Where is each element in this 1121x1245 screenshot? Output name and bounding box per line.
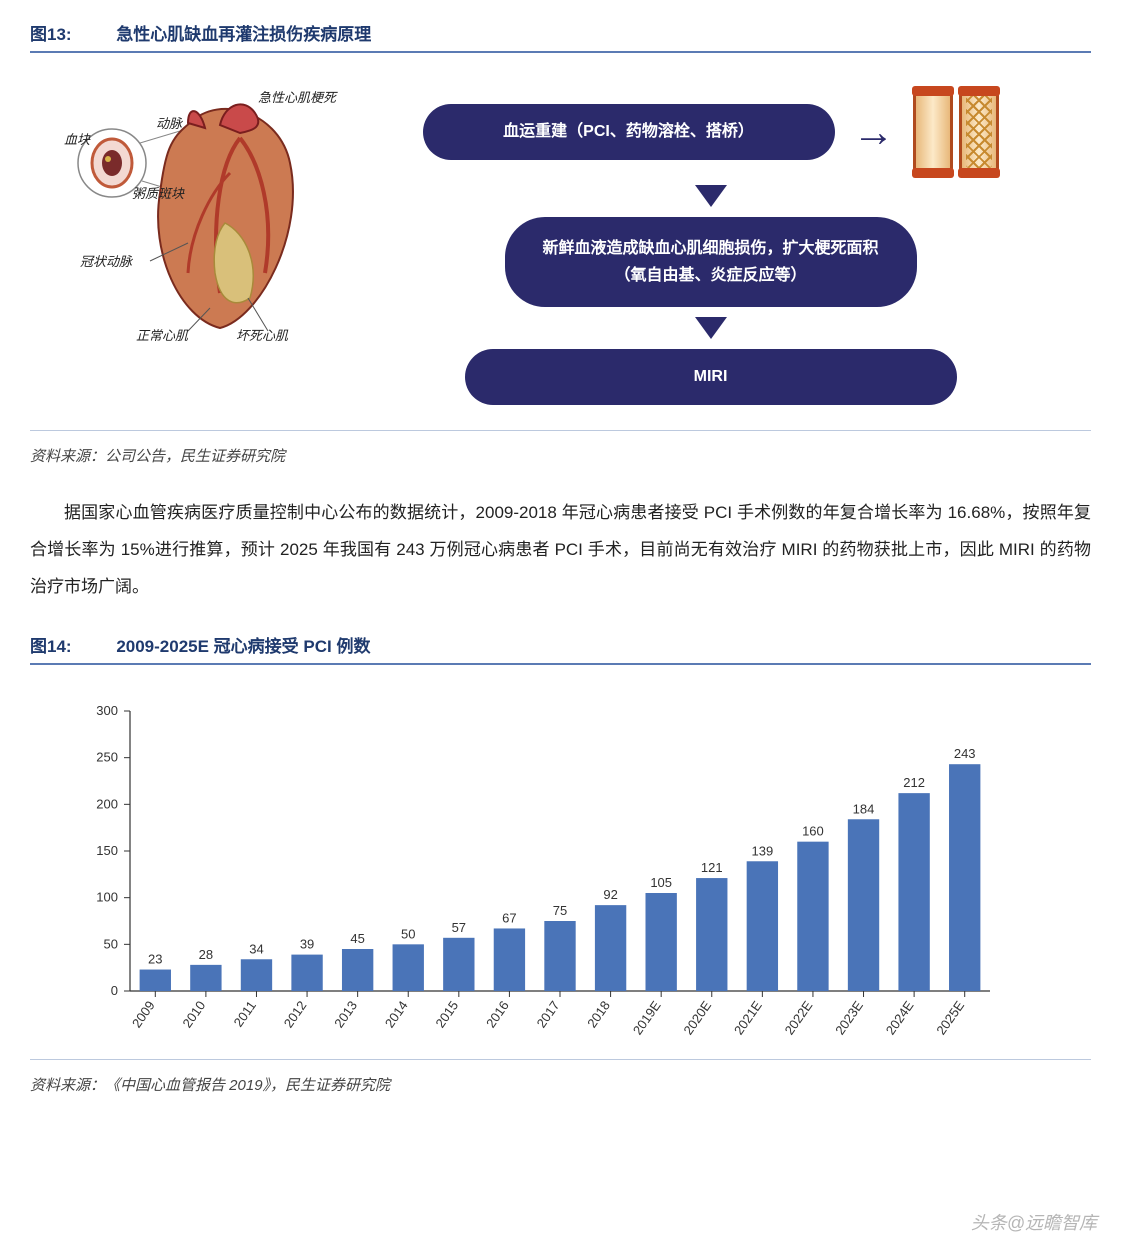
svg-text:2011: 2011 (231, 998, 259, 1030)
heart-label-coronary: 冠状动脉 (80, 251, 132, 270)
svg-text:2022E: 2022E (782, 998, 816, 1038)
figure14-label: 图14: (30, 637, 72, 656)
watermark: 头条@远瞻智库 (971, 1209, 1097, 1235)
figure13-title: 图13: 急性心肌缺血再灌注损伤疾病原理 (30, 20, 1091, 53)
figure14-source: 资料来源：《中国心血管报告 2019》，民生证券研究院 (30, 1074, 1091, 1095)
svg-text:57: 57 (452, 920, 466, 935)
flow-row-1: 血运重建（PCI、药物溶栓、搭桥） → (423, 89, 999, 175)
svg-text:2017: 2017 (534, 998, 563, 1030)
svg-text:67: 67 (502, 910, 516, 925)
arrow-down-icon (695, 185, 727, 207)
arrow-right-icon: → (853, 111, 895, 153)
svg-text:2023E: 2023E (832, 998, 866, 1038)
svg-text:2019E: 2019E (630, 998, 664, 1038)
figure13-label: 图13: (30, 25, 72, 44)
svg-text:139: 139 (752, 843, 774, 858)
svg-text:2010: 2010 (179, 998, 208, 1030)
svg-text:2009: 2009 (129, 998, 158, 1030)
svg-text:2018: 2018 (584, 998, 613, 1030)
svg-text:28: 28 (199, 947, 213, 962)
heart-label-artery: 动脉 (156, 113, 182, 132)
figure14-title: 图14: 2009-2025E 冠心病接受 PCI 例数 (30, 632, 1091, 665)
figure13-source: 资料来源：公司公告，民生证券研究院 (30, 445, 1091, 466)
svg-text:0: 0 (111, 983, 118, 998)
svg-text:2013: 2013 (331, 998, 360, 1030)
svg-text:2016: 2016 (483, 998, 512, 1030)
svg-text:45: 45 (350, 931, 364, 946)
vessel-illustration (913, 89, 999, 175)
flow-box-3: MIRI (465, 349, 957, 404)
svg-text:121: 121 (701, 860, 723, 875)
figure14-title-text: 2009-2025E 冠心病接受 PCI 例数 (116, 637, 370, 656)
flow-box-2-line1: 新鲜血液造成缺血心肌细胞损伤，扩大梗死面积 (541, 235, 881, 262)
svg-text:212: 212 (903, 775, 925, 790)
svg-text:250: 250 (96, 749, 118, 764)
flow-box-2: 新鲜血液造成缺血心肌细胞损伤，扩大梗死面积 （氧自由基、炎症反应等） (505, 217, 917, 307)
heart-svg (70, 83, 330, 343)
pci-bar-chart: 0 50 100 150 200 250 300 23 2009 28 2010 34 2011 39 20… (70, 699, 990, 1039)
svg-text:2021E: 2021E (731, 998, 765, 1038)
svg-text:2012: 2012 (281, 998, 310, 1030)
svg-text:100: 100 (96, 889, 118, 904)
svg-text:2015: 2015 (432, 998, 461, 1030)
heart-label-top: 急性心肌梗死 (258, 87, 336, 106)
svg-text:2020E: 2020E (680, 998, 714, 1038)
svg-text:200: 200 (96, 796, 118, 811)
svg-text:2024E: 2024E (883, 998, 917, 1038)
svg-text:184: 184 (853, 801, 875, 816)
heart-diagram: 急性心肌梗死 血块 动脉 粥质斑块 冠状动脉 正常心肌 坏死心肌 (70, 83, 330, 343)
heart-label-clot: 血块 (64, 129, 90, 148)
svg-text:300: 300 (96, 703, 118, 718)
svg-text:39: 39 (300, 936, 314, 951)
svg-text:50: 50 (401, 926, 415, 941)
figure13-title-text: 急性心肌缺血再灌注损伤疾病原理 (116, 25, 371, 44)
svg-text:243: 243 (954, 746, 976, 761)
heart-label-plaque: 粥质斑块 (132, 183, 184, 202)
figure13-body: 急性心肌梗死 血块 动脉 粥质斑块 冠状动脉 正常心肌 坏死心肌 血运重建（PC… (30, 73, 1091, 431)
heart-label-dead: 坏死心肌 (236, 325, 288, 344)
svg-text:150: 150 (96, 843, 118, 858)
svg-text:160: 160 (802, 823, 824, 838)
chart-svg: 0 50 100 150 200 250 300 23 2009 28 2010 34 2011 39 20… (70, 699, 990, 1039)
svg-text:105: 105 (650, 875, 672, 890)
svg-text:2014: 2014 (382, 998, 411, 1030)
svg-text:2025E: 2025E (933, 998, 967, 1038)
vessel-after-icon (959, 89, 999, 175)
heart-label-normal: 正常心肌 (136, 325, 188, 344)
body-paragraph: 据国家心血管疾病医疗质量控制中心公布的数据统计，2009-2018 年冠心病患者… (30, 494, 1091, 606)
flow-box-2-line2: （氧自由基、炎症反应等） (541, 262, 881, 289)
svg-text:23: 23 (148, 951, 162, 966)
svg-text:92: 92 (603, 887, 617, 902)
figure14-chart-wrap: 0 50 100 150 200 250 300 23 2009 28 2010 34 2011 39 20… (30, 685, 1091, 1060)
svg-text:50: 50 (104, 936, 118, 951)
svg-text:75: 75 (553, 903, 567, 918)
svg-text:34: 34 (249, 941, 263, 956)
flow-box-1: 血运重建（PCI、药物溶栓、搭桥） (423, 104, 835, 159)
vessel-before-icon (913, 89, 953, 175)
arrow-down-icon (695, 317, 727, 339)
flow-column: 血运重建（PCI、药物溶栓、搭桥） → 新鲜血液造成缺血心肌细胞损伤，扩大梗死面… (350, 83, 1071, 405)
